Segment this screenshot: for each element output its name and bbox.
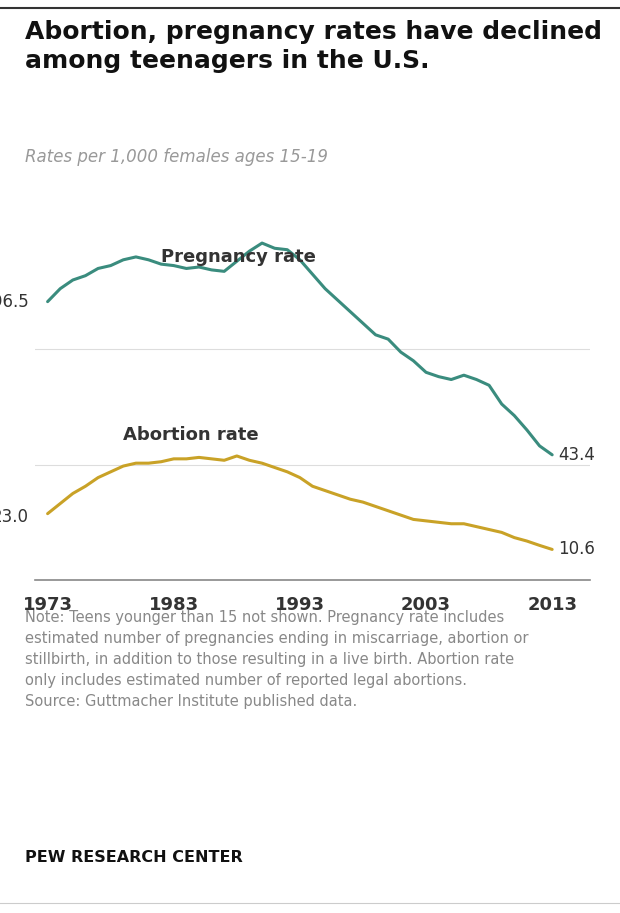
Text: Abortion, pregnancy rates have declined
among teenagers in the U.S.: Abortion, pregnancy rates have declined …: [25, 20, 602, 73]
Text: PEW RESEARCH CENTER: PEW RESEARCH CENTER: [25, 850, 242, 865]
Text: 23.0: 23.0: [0, 508, 29, 526]
Text: Abortion rate: Abortion rate: [123, 426, 259, 445]
Text: 43.4: 43.4: [559, 446, 595, 464]
Text: 96.5: 96.5: [0, 293, 29, 310]
Text: Pregnancy rate: Pregnancy rate: [161, 247, 316, 266]
Text: Rates per 1,000 females ages 15-19: Rates per 1,000 females ages 15-19: [25, 148, 328, 166]
Text: 10.6: 10.6: [559, 540, 595, 559]
Text: Note: Teens younger than 15 not shown. Pregnancy rate includes
estimated number : Note: Teens younger than 15 not shown. P…: [25, 610, 528, 709]
